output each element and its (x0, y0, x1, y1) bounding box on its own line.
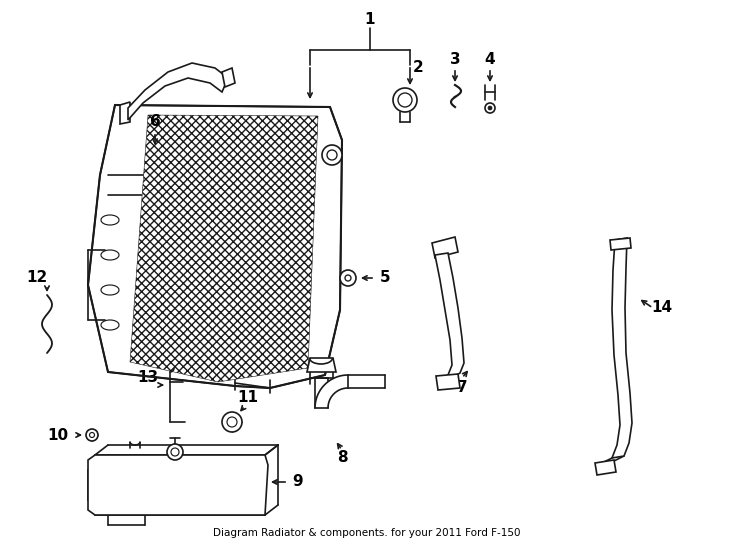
Polygon shape (307, 358, 336, 372)
Circle shape (345, 275, 351, 281)
Text: Diagram Radiator & components. for your 2011 Ford F-150: Diagram Radiator & components. for your … (214, 528, 520, 538)
Circle shape (227, 417, 237, 427)
Text: 10: 10 (48, 428, 68, 442)
Polygon shape (612, 238, 632, 458)
Circle shape (340, 270, 356, 286)
Text: 14: 14 (652, 300, 672, 315)
Polygon shape (130, 115, 318, 382)
Polygon shape (315, 375, 348, 408)
Circle shape (398, 93, 412, 107)
Text: 2: 2 (413, 60, 424, 76)
Text: 4: 4 (484, 52, 495, 68)
Text: 9: 9 (293, 475, 303, 489)
Polygon shape (610, 238, 631, 250)
Polygon shape (128, 63, 228, 120)
Text: 6: 6 (150, 114, 160, 130)
Circle shape (485, 103, 495, 113)
Polygon shape (595, 460, 616, 475)
Circle shape (90, 433, 95, 437)
Text: 8: 8 (337, 450, 347, 465)
Circle shape (322, 145, 342, 165)
Circle shape (171, 448, 179, 456)
Text: 13: 13 (137, 370, 159, 386)
Polygon shape (120, 102, 130, 124)
Circle shape (167, 444, 183, 460)
Polygon shape (222, 68, 235, 87)
Polygon shape (432, 237, 458, 258)
Circle shape (488, 106, 492, 110)
Text: 3: 3 (450, 52, 460, 68)
Circle shape (327, 150, 337, 160)
Polygon shape (436, 374, 460, 390)
Text: 11: 11 (238, 390, 258, 406)
Text: 7: 7 (457, 381, 468, 395)
Polygon shape (88, 105, 342, 388)
Text: 1: 1 (365, 12, 375, 28)
Circle shape (222, 412, 242, 432)
Polygon shape (88, 455, 268, 515)
Circle shape (86, 429, 98, 441)
Polygon shape (435, 253, 464, 380)
Circle shape (393, 88, 417, 112)
Text: 12: 12 (26, 271, 48, 286)
Text: 5: 5 (379, 271, 390, 286)
